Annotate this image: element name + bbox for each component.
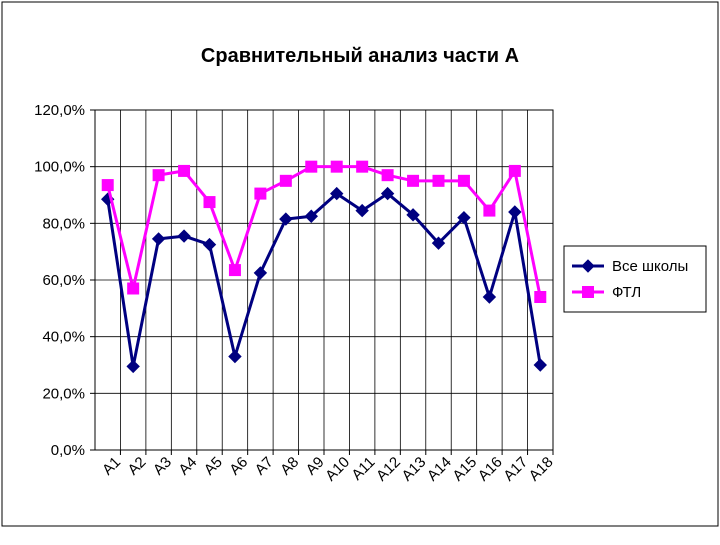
- data-point-square: [432, 174, 445, 187]
- data-point-square: [582, 286, 594, 298]
- data-point-diamond: [151, 232, 166, 246]
- series-layer: [101, 160, 547, 374]
- data-point-diamond: [126, 359, 140, 374]
- data-point-square: [483, 204, 496, 217]
- y-tick-label: 80,0%: [42, 215, 85, 232]
- legend-label: Все школы: [612, 258, 688, 275]
- data-point-square: [127, 282, 140, 295]
- data-point-diamond: [304, 209, 318, 223]
- y-tick-label: 20,0%: [42, 385, 85, 402]
- data-point-square: [407, 174, 420, 187]
- data-point-square: [152, 169, 165, 182]
- legend-box: [563, 245, 707, 313]
- y-tick-label: 120,0%: [34, 102, 85, 119]
- data-point-diamond: [581, 259, 595, 273]
- legend-item: Все школы: [572, 258, 688, 275]
- data-point-diamond: [330, 186, 344, 201]
- data-point-diamond: [457, 210, 471, 225]
- y-tick-label: 60,0%: [42, 272, 85, 289]
- data-point-diamond: [202, 237, 217, 252]
- data-point-square: [254, 187, 267, 200]
- data-point-square: [330, 160, 343, 173]
- legend-item: ФТЛ: [572, 284, 641, 301]
- data-point-square: [508, 164, 521, 177]
- data-point-square: [279, 174, 292, 187]
- data-point-diamond: [177, 229, 191, 243]
- chart-title: Сравнительный анализ части А: [201, 45, 519, 67]
- y-tick-label: 0,0%: [51, 442, 85, 459]
- data-point-square: [203, 196, 216, 209]
- data-point-square: [101, 179, 114, 192]
- data-point-diamond: [355, 203, 369, 218]
- legend-label: ФТЛ: [612, 284, 641, 301]
- legend: Все школы ФТЛ: [563, 245, 707, 313]
- y-tick-label: 40,0%: [42, 329, 85, 346]
- data-point-square: [457, 174, 470, 187]
- data-point-square: [381, 169, 394, 182]
- data-point-diamond: [431, 236, 446, 250]
- data-point-square: [356, 160, 369, 173]
- data-point-diamond: [406, 208, 420, 222]
- data-point-diamond: [482, 290, 497, 304]
- data-point-square: [178, 164, 191, 177]
- data-point-square: [228, 264, 241, 277]
- data-point-diamond: [508, 205, 522, 219]
- data-point-square: [305, 160, 318, 173]
- series-vse-shkoly: [101, 186, 547, 374]
- y-tick-label: 100,0%: [34, 159, 85, 176]
- data-point-square: [534, 291, 547, 303]
- data-point-diamond: [380, 186, 395, 201]
- series-ftl: [101, 160, 547, 303]
- data-point-diamond: [279, 212, 293, 226]
- data-point-diamond: [533, 358, 547, 372]
- data-point-diamond: [228, 349, 242, 364]
- data-point-diamond: [253, 266, 268, 280]
